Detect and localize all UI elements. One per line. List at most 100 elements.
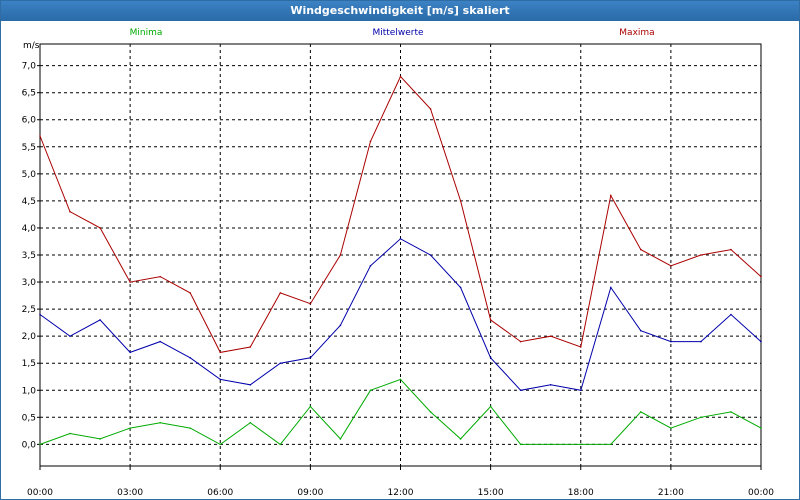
- y-tick-label: 4,0: [22, 224, 37, 234]
- data-point-mittelwerte: [670, 340, 672, 343]
- data-point-mittelwerte: [489, 356, 492, 359]
- data-point-minima: [760, 427, 762, 429]
- data-point-maxima: [369, 140, 372, 143]
- data-point-maxima: [609, 194, 612, 197]
- data-point-mittelwerte: [399, 237, 402, 240]
- wind-speed-chart: 0,0 0,5 1,0 1,5 2,0 2,5 3,0 3,5 4,0 4,5 5,0 5,5 6,0 6…: [22, 28, 775, 498]
- y-tick-label: 3,5: [22, 251, 36, 261]
- data-point-minima: [489, 405, 492, 408]
- data-point-mittelwerte: [159, 340, 161, 343]
- window-title: Windgeschwindigkeit [m/s] skaliert: [1, 1, 799, 21]
- data-point-mittelwerte: [129, 351, 131, 354]
- data-point-mittelwerte: [219, 378, 222, 381]
- y-tick-label: 0,5: [22, 413, 36, 423]
- y-axis-label: m/s: [23, 41, 40, 51]
- data-point-maxima: [670, 265, 672, 267]
- data-point-mittelwerte: [69, 335, 71, 337]
- x-tick-time: 06:00: [207, 488, 233, 498]
- data-point-maxima: [399, 75, 402, 78]
- data-point-mittelwerte: [369, 265, 372, 267]
- data-point-minima: [249, 421, 252, 424]
- data-point-maxima: [279, 292, 282, 294]
- data-point-mittelwerte: [579, 389, 582, 392]
- data-point-minima: [39, 443, 41, 446]
- y-tick-label: 1,0: [22, 386, 37, 396]
- data-point-minima: [309, 405, 312, 408]
- data-point-minima: [549, 443, 552, 446]
- y-tick-label: 0,0: [22, 440, 37, 450]
- x-tick-time: 00:00: [27, 488, 53, 498]
- data-point-maxima: [640, 248, 642, 251]
- y-tick-label: 4,5: [22, 197, 36, 207]
- y-tick-label: 1,5: [22, 359, 36, 369]
- data-point-minima: [219, 443, 222, 446]
- data-point-minima: [399, 378, 402, 381]
- data-point-mittelwerte: [189, 356, 192, 359]
- data-point-mittelwerte: [309, 356, 312, 359]
- data-point-minima: [99, 438, 101, 440]
- data-point-mittelwerte: [519, 389, 522, 392]
- data-point-minima: [339, 438, 342, 440]
- data-point-maxima: [700, 254, 702, 256]
- data-point-maxima: [459, 200, 462, 202]
- x-tick-time: 21:00: [658, 488, 684, 498]
- data-point-maxima: [579, 346, 582, 348]
- data-point-maxima: [189, 292, 192, 294]
- data-point-mittelwerte: [730, 313, 732, 316]
- y-tick-label: 2,5: [22, 305, 36, 315]
- data-point-minima: [519, 443, 522, 446]
- data-point-minima: [730, 411, 732, 413]
- data-point-minima: [459, 438, 462, 440]
- data-point-mittelwerte: [339, 324, 342, 327]
- y-tick-label: 5,5: [22, 143, 36, 153]
- data-point-maxima: [489, 319, 492, 321]
- data-point-maxima: [549, 335, 552, 337]
- data-point-mittelwerte: [429, 254, 432, 256]
- grid: [40, 44, 761, 466]
- legend-mittelwerte: Mittelwerte: [372, 28, 423, 38]
- data-point-maxima: [429, 108, 432, 110]
- data-point-minima: [189, 427, 192, 429]
- data-point-minima: [159, 421, 161, 424]
- data-point-minima: [700, 416, 702, 419]
- data-point-minima: [129, 427, 131, 429]
- y-tick-label: 6,0: [22, 116, 37, 126]
- data-point-minima: [609, 443, 612, 446]
- data-point-maxima: [249, 346, 252, 348]
- data-point-mittelwerte: [39, 313, 41, 316]
- data-point-maxima: [519, 340, 522, 343]
- data-point-mittelwerte: [279, 362, 282, 365]
- axes: 0,0 0,5 1,0 1,5 2,0 2,5 3,0 3,5 4,0 4,5 5,0 5,5 6,0 6…: [22, 62, 775, 498]
- x-tick-time: 12:00: [388, 488, 414, 498]
- data-point-mittelwerte: [99, 319, 101, 321]
- data-point-mittelwerte: [700, 340, 702, 343]
- data-point-mittelwerte: [459, 286, 462, 289]
- x-tick-time: 18:00: [568, 488, 594, 498]
- legend: Minima Mittelwerte Maxima: [130, 28, 655, 38]
- y-tick-label: 7,0: [22, 62, 37, 72]
- legend-maxima: Maxima: [619, 28, 654, 38]
- x-tick-time: 15:00: [478, 488, 504, 498]
- data-point-maxima: [99, 227, 101, 229]
- legend-minima: Minima: [130, 28, 163, 38]
- data-point-minima: [279, 443, 282, 446]
- y-tick-label: 3,0: [22, 278, 37, 288]
- data-point-maxima: [39, 135, 41, 137]
- x-tick-time: 09:00: [297, 488, 323, 498]
- y-tick-label: 5,0: [22, 170, 37, 180]
- data-point-mittelwerte: [249, 384, 252, 386]
- data-point-maxima: [219, 351, 222, 354]
- data-point-minima: [579, 443, 582, 446]
- data-point-mittelwerte: [549, 384, 552, 386]
- data-point-maxima: [339, 254, 342, 256]
- y-tick-label: 2,0: [22, 332, 37, 342]
- x-tick-time: 03:00: [117, 488, 143, 498]
- data-point-minima: [369, 389, 372, 392]
- data-point-mittelwerte: [609, 286, 612, 289]
- data-point-maxima: [309, 302, 312, 305]
- x-tick-time: 00:00: [748, 488, 774, 498]
- data-point-maxima: [159, 275, 161, 278]
- y-tick-label: 6,5: [22, 89, 36, 99]
- data-point-mittelwerte: [640, 329, 642, 332]
